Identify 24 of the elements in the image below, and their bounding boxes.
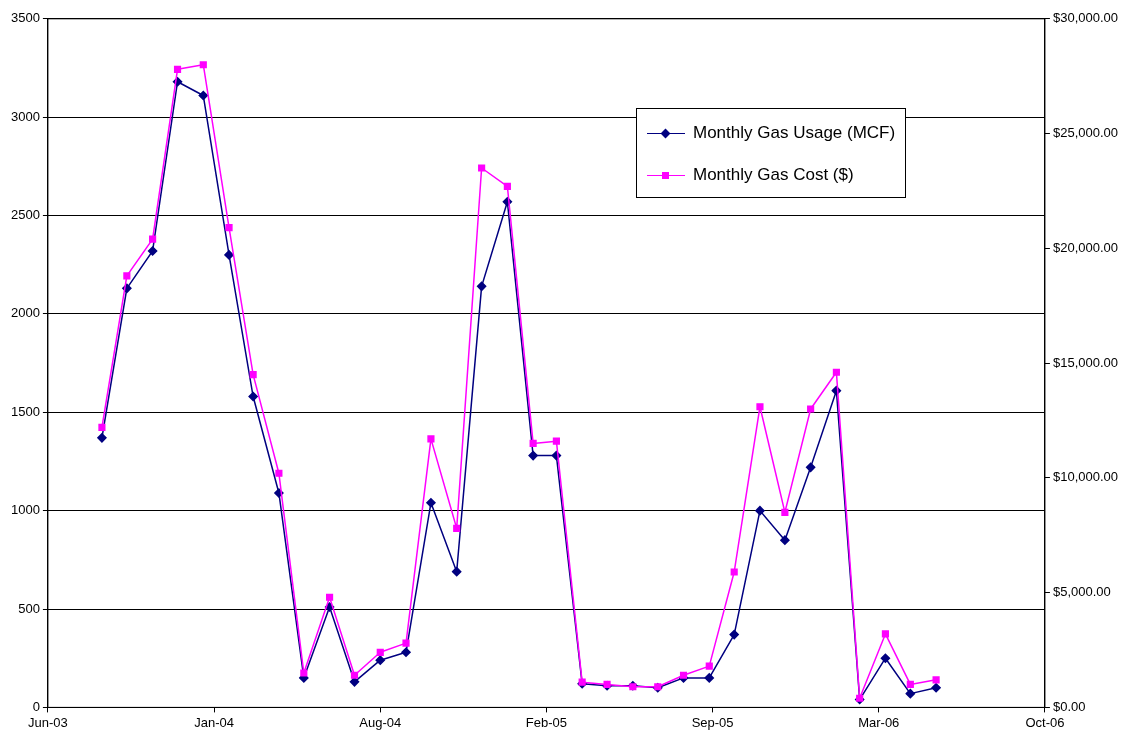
- y2-tick-label: $0.00: [1052, 698, 1086, 714]
- y-tick-label: 2000: [11, 305, 40, 321]
- y-tick-label: 3500: [11, 10, 40, 26]
- y2-tick-label: $5,000.00: [1052, 584, 1111, 600]
- legend-label: Monthly Gas Cost ($): [693, 165, 854, 185]
- legend-label: Monthly Gas Usage (MCF): [693, 123, 896, 143]
- x-tick-label: Oct-06: [1025, 714, 1065, 730]
- y-tick-label: 3000: [11, 108, 40, 124]
- x-tick-label: Mar-06: [858, 714, 900, 730]
- x-tick-label: Sep-05: [691, 714, 734, 730]
- y-tick-label: 1500: [11, 403, 40, 419]
- x-tick-label: Jan-04: [194, 714, 234, 730]
- y-tick-label: 1000: [11, 502, 40, 518]
- y-tick-label: 2500: [11, 207, 40, 223]
- x-tick-label: Aug-04: [359, 714, 402, 730]
- y2-tick-label: $20,000.00: [1052, 239, 1119, 255]
- y2-tick-label: $15,000.00: [1052, 354, 1119, 370]
- y-tick-label: 500: [18, 600, 40, 616]
- y-tick-label: 0: [32, 698, 40, 714]
- x-tick-label: Jun-03: [28, 714, 68, 730]
- y2-tick-label: $30,000.00: [1052, 10, 1119, 26]
- y2-tick-label: $10,000.00: [1052, 469, 1119, 485]
- x-tick-label: Feb-05: [525, 714, 568, 730]
- y2-tick-label: $25,000.00: [1052, 125, 1119, 141]
